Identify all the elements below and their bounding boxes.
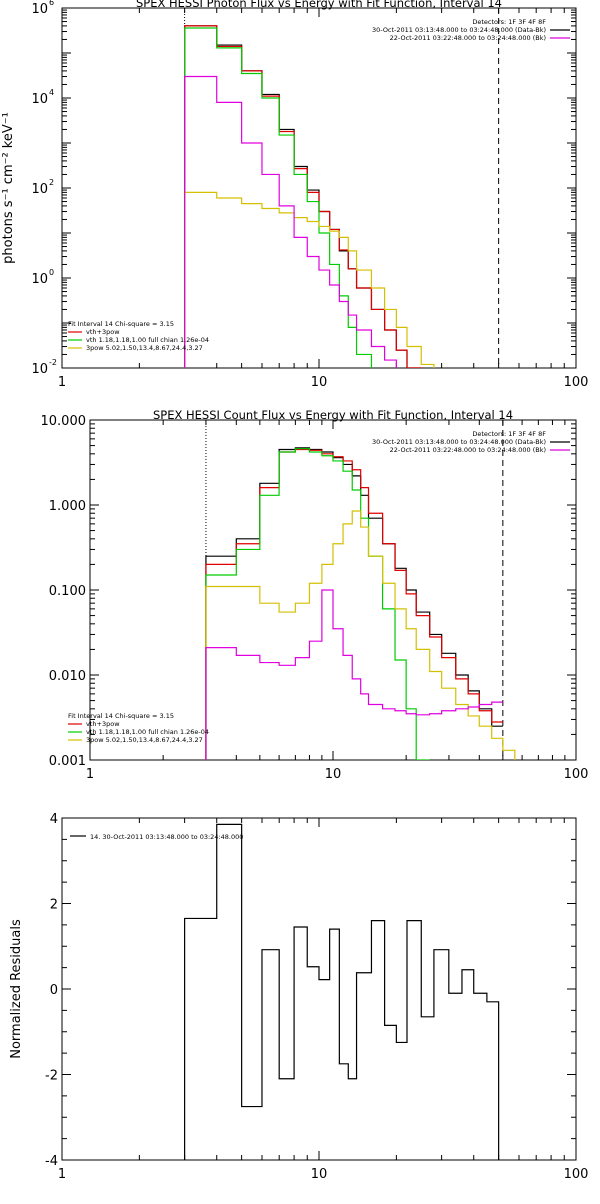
y-tick-label: 10 (31, 182, 48, 197)
fit-legend: Fit Interval 14 Chi-square = 3.15vth+3po… (68, 712, 209, 744)
x-tick-label: 1 (86, 767, 94, 782)
fit-legend-text: vth+3pow (86, 720, 120, 728)
x-tick-label: 100 (564, 1167, 589, 1182)
series-line-bk (184, 75, 397, 368)
y-tick-label: 1.000 (49, 499, 86, 514)
y-tick-exponent: 4 (49, 88, 54, 97)
y-tick-label: -4 (45, 1154, 58, 1169)
y-tick-label: 4 (50, 812, 58, 827)
fit-header: Fit Interval 14 Chi-square = 3.15 (68, 712, 174, 720)
series-line-vth (184, 27, 373, 368)
chart-title: SPEX HESSI Count Flux vs Energy with Fit… (153, 408, 513, 422)
series-line-vth (205, 448, 430, 760)
fit-legend-text: vth+3pow (86, 328, 120, 336)
chart-panel-2: 1 10 100 0.001 0.010 0.100 1.000 10.000 SPEX HES… (41, 408, 589, 782)
fit-legend-text: vth 1.18,1.18,1.00 full chian 1.26e-04 (86, 336, 209, 344)
series-line-residuals (184, 823, 500, 1160)
y-tick-label: 10.000 (41, 414, 87, 429)
x-tick-label: 100 (564, 375, 589, 390)
legend-header: Detectors: 1F 3F 4F 8F (472, 430, 546, 438)
series-line-3pow (205, 510, 516, 760)
legend-entry-text: 30-Oct-2011 03:13:48.000 to 03:24:48.000… (372, 438, 546, 446)
series-line-data-bk (205, 447, 503, 760)
fit-legend-text: 3pow 5.02,1.50,13.4,8.67,24.4,3.27 (86, 736, 203, 744)
fit-legend: Fit Interval 14 Chi-square = 3.15vth+3po… (68, 320, 209, 352)
y-tick-exponent: -2 (49, 358, 57, 367)
legend-header: Detectors: 1F 3F 4F 8F (472, 18, 546, 26)
y-tick-exponent: 6 (49, 0, 54, 7)
fit-legend-text: 3pow 5.02,1.50,13.4,8.67,24.4,3.27 (86, 344, 203, 352)
series-line-vth-3pow (184, 25, 422, 368)
chart-title: SPEX HESSI Photon Flux vs Energy with Fi… (136, 0, 502, 10)
series-line-vth-3pow (205, 448, 503, 760)
y-tick-label: 0.001 (49, 754, 86, 769)
series-group (184, 823, 500, 1160)
x-tick-label: 10 (325, 767, 342, 782)
y-tick-label: 10 (31, 2, 48, 17)
x-tick-label: 10 (311, 1167, 328, 1182)
series-group (184, 25, 435, 368)
x-tick-label: 1 (58, 375, 66, 390)
chart-panel-3: 1 10 100 -4 -2 0 2 4 Normalized Residuals 14. 30-… (9, 812, 588, 1182)
series-line-data-bk (184, 25, 422, 368)
y-tick-label: -2 (45, 1069, 58, 1084)
y-tick-label: 10 (31, 362, 48, 377)
y-axis-label: photons s⁻¹ cm⁻² keV⁻¹ (1, 112, 16, 264)
x-tick-label: 100 (564, 767, 589, 782)
y-tick-label: 2 (50, 898, 58, 913)
y-tick-label: 10 (31, 272, 48, 287)
fit-legend-text: vth 1.18,1.18,1.00 full chian 1.26e-04 (86, 728, 209, 736)
y-tick-exponent: 2 (49, 178, 54, 187)
y-tick-exponent: 0 (49, 268, 54, 277)
residual-legend-text: 14. 30-Oct-2011 03:13:48.000 to 03:24:48… (90, 833, 243, 841)
y-axis-label: Normalized Residuals (9, 919, 24, 1059)
x-tick-label: 10 (311, 375, 328, 390)
y-tick-label: 0 (50, 983, 58, 998)
y-tick-label: 0.010 (49, 669, 86, 684)
series-line-bk (205, 589, 503, 760)
fit-header: Fit Interval 14 Chi-square = 3.15 (68, 320, 174, 328)
legend-entry-text: 22-Oct-2011 03:22:48.000 to 03:24:48.000… (390, 34, 546, 42)
legend-entry-text: 22-Oct-2011 03:22:48.000 to 03:24:48.000… (390, 446, 546, 454)
residual-legend: 14. 30-Oct-2011 03:13:48.000 to 03:24:48… (70, 833, 243, 841)
x-tick-label: 1 (58, 1167, 66, 1182)
y-tick-label: 10 (31, 92, 48, 107)
legend-entry-text: 30-Oct-2011 03:13:48.000 to 03:24:48.000… (372, 26, 546, 34)
series-group (205, 447, 516, 760)
series-line-3pow (184, 191, 435, 368)
y-tick-label: 0.100 (49, 584, 86, 599)
